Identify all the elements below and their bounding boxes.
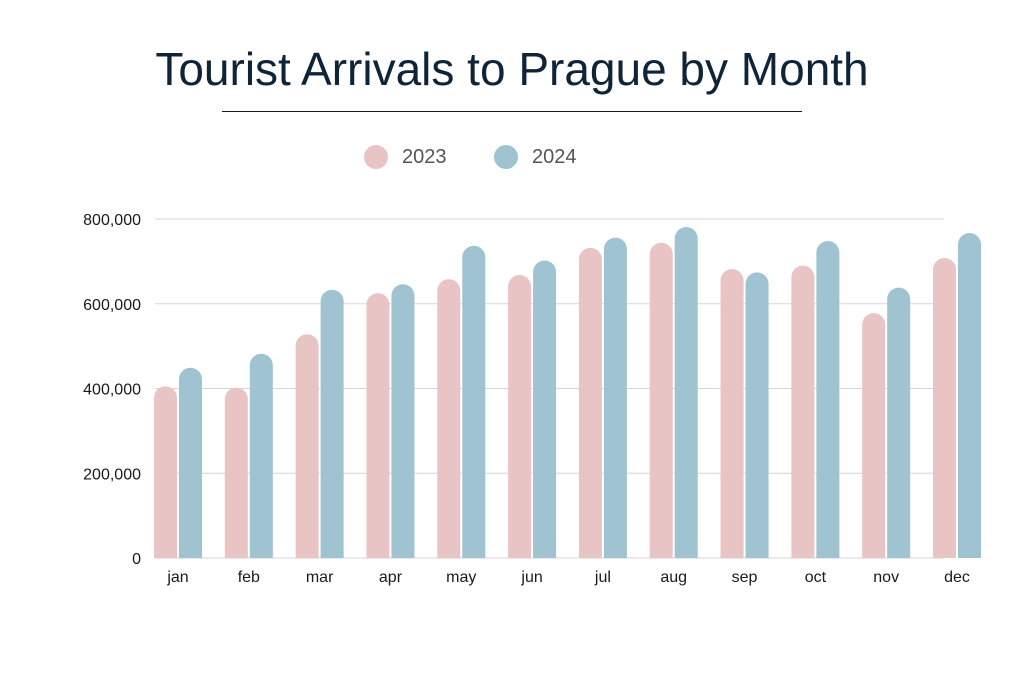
legend: 2023 2024 <box>0 140 1024 174</box>
bar-2023-nov <box>862 313 886 558</box>
x-tick-label: jul <box>594 569 611 586</box>
legend-label-2024: 2024 <box>532 145 577 168</box>
x-tick-label: jun <box>520 569 542 586</box>
bar-2023-oct <box>791 265 815 558</box>
bar-2023-jan <box>154 386 177 558</box>
bar-2024-sep <box>745 272 769 558</box>
y-tick-label: 400,000 <box>83 382 141 399</box>
bar-2024-may <box>462 245 486 558</box>
bar-2024-dec <box>958 232 981 558</box>
x-axis-ticks: jan feb mar apr may jun jul aug sep oct nov dec <box>166 569 970 586</box>
legend-item-2023: 2023 <box>364 140 447 174</box>
x-tick-label: oct <box>805 569 827 586</box>
bar-2023-jun <box>508 274 532 558</box>
y-tick-label: 800,000 <box>83 212 141 229</box>
bar-2024-jan <box>179 367 202 558</box>
bar-2023-sep <box>720 269 744 558</box>
y-tick-label: 0 <box>132 551 141 568</box>
y-axis-ticks: 0 200,000 400,000 600,000 800,000 <box>83 212 141 568</box>
legend-label-2023: 2023 <box>402 145 447 168</box>
chart-title: Tourist Arrivals to Prague by Month <box>155 43 869 95</box>
x-tick-label: may <box>446 569 476 586</box>
bar-2024-mar <box>320 289 344 558</box>
bar-2023-aug <box>649 242 673 559</box>
bar-2024-feb <box>249 353 273 558</box>
bar-2024-jun <box>533 260 557 558</box>
legend-swatch-2023 <box>364 145 388 169</box>
x-tick-label: nov <box>873 569 899 586</box>
x-tick-label: dec <box>944 569 970 586</box>
bar-2023-mar <box>295 334 319 558</box>
bar-2023-apr <box>366 293 390 558</box>
title-underline <box>222 111 802 112</box>
bars <box>154 227 981 559</box>
x-tick-label: sep <box>732 569 758 586</box>
bar-2023-jul <box>578 247 602 559</box>
x-tick-label: feb <box>238 569 260 586</box>
bar-2024-oct <box>816 241 840 558</box>
bar-2024-apr <box>391 284 415 558</box>
bar-2023-may <box>437 279 461 558</box>
y-tick-label: 200,000 <box>83 466 141 483</box>
x-tick-label: aug <box>660 569 687 586</box>
y-tick-label: 600,000 <box>83 297 141 314</box>
bar-2024-nov <box>887 287 911 558</box>
bar-2024-jul <box>603 237 627 558</box>
bar-2024-aug <box>674 227 698 558</box>
bar-2023-dec <box>933 257 956 558</box>
legend-item-2024: 2024 <box>494 140 577 174</box>
x-tick-label: apr <box>379 569 403 586</box>
x-tick-label: jan <box>166 569 188 586</box>
x-tick-label: mar <box>306 569 334 586</box>
bar-2023-feb <box>224 387 248 558</box>
legend-swatch-2024 <box>494 145 518 169</box>
